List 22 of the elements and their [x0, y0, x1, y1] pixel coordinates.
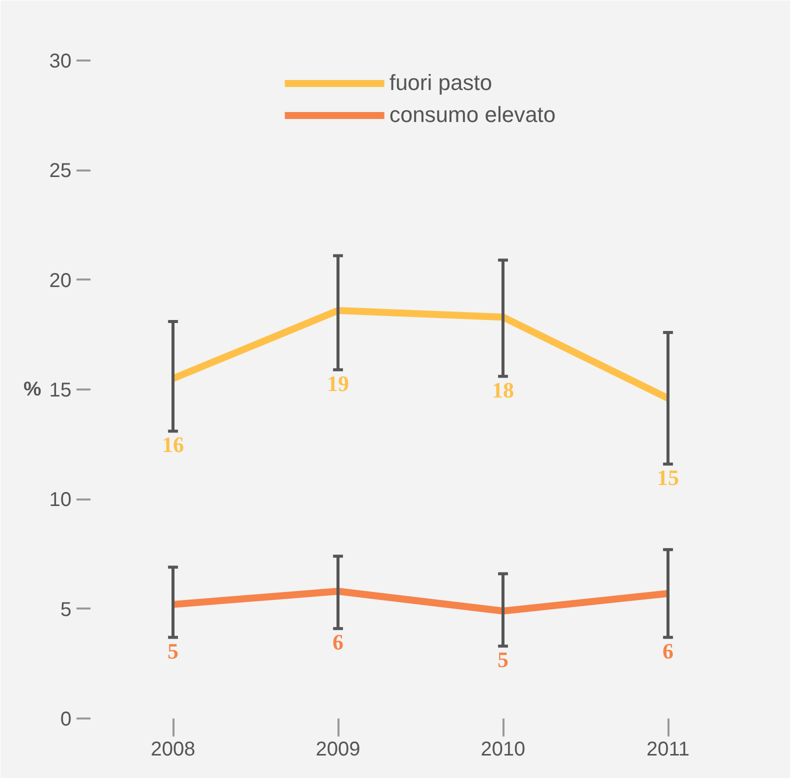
data-label: 16	[162, 432, 184, 458]
x-tick-label: 2011	[646, 738, 690, 760]
data-label: 6	[662, 638, 674, 664]
y-tick-label: 10	[49, 489, 72, 512]
y-tick-label: 20	[49, 270, 72, 292]
y-tick-label: 5	[60, 598, 72, 621]
data-label: 18	[492, 377, 514, 402]
legend-label: consumo elevato	[389, 102, 556, 128]
y-tick-label: 30	[49, 50, 72, 72]
data-label: 5	[498, 647, 508, 672]
x-tick-label: 2009	[316, 738, 360, 760]
data-label: 15	[657, 465, 679, 490]
x-tick-label: 2010	[480, 738, 526, 760]
y-tick-label: 25	[49, 160, 72, 182]
data-label: 5	[168, 638, 178, 664]
y-axis-title: %	[23, 378, 42, 400]
data-label: 19	[327, 370, 349, 396]
x-tick-label: 2008	[150, 738, 196, 760]
data-label: 6	[332, 630, 344, 655]
y-tick-label: 0	[60, 708, 72, 730]
y-tick-label: 15	[49, 380, 72, 402]
legend-label: fuori pasto	[389, 70, 492, 96]
